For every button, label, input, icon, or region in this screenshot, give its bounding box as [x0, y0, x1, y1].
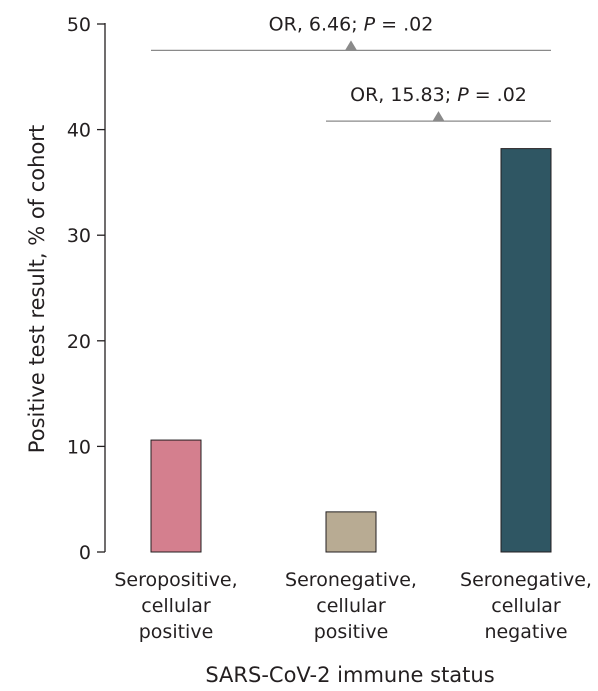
y-axis: 0 10 20 30 40 50: [67, 14, 106, 564]
y-tick-label: 40: [67, 120, 91, 142]
y-tick-label: 0: [79, 542, 91, 564]
y-tick-label: 30: [67, 225, 91, 247]
x-axis-title: SARS-CoV-2 immune status: [205, 663, 494, 687]
annotation-marker: [432, 111, 445, 122]
x-category-label: Seronegative, cellular positive: [285, 569, 417, 643]
x-category-label: Seronegative, cellular negative: [460, 569, 592, 643]
bar-3: [500, 148, 552, 553]
annotation-1: OR, 6.46; P = .02: [151, 13, 551, 52]
x-category-labels: Seropositive, cellular positive Seronegativ…: [114, 569, 592, 643]
y-tick-label: 10: [67, 436, 91, 458]
annotation-2: OR, 15.83; P = .02: [326, 84, 551, 122]
x-category-label: Seropositive, cellular positive: [114, 569, 237, 643]
bars: [150, 148, 552, 553]
annotation-marker: [345, 40, 357, 51]
significance-annotations: OR, 6.46; P = .02 OR, 15.83; P = .02: [151, 13, 551, 122]
annotation-label: OR, 6.46; P = .02: [269, 13, 434, 35]
y-axis-title: Positive test result, % of cohort: [25, 125, 49, 453]
y-tick-label: 20: [67, 331, 91, 353]
y-tick-label: 50: [67, 14, 91, 36]
bar-1: [150, 439, 202, 553]
bar-2: [325, 511, 377, 553]
annotation-label: OR, 15.83; P = .02: [350, 84, 527, 106]
